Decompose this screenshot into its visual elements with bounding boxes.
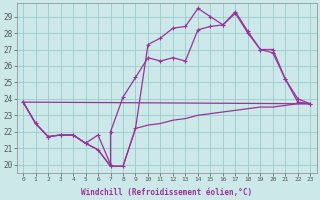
- X-axis label: Windchill (Refroidissement éolien,°C): Windchill (Refroidissement éolien,°C): [81, 188, 252, 197]
